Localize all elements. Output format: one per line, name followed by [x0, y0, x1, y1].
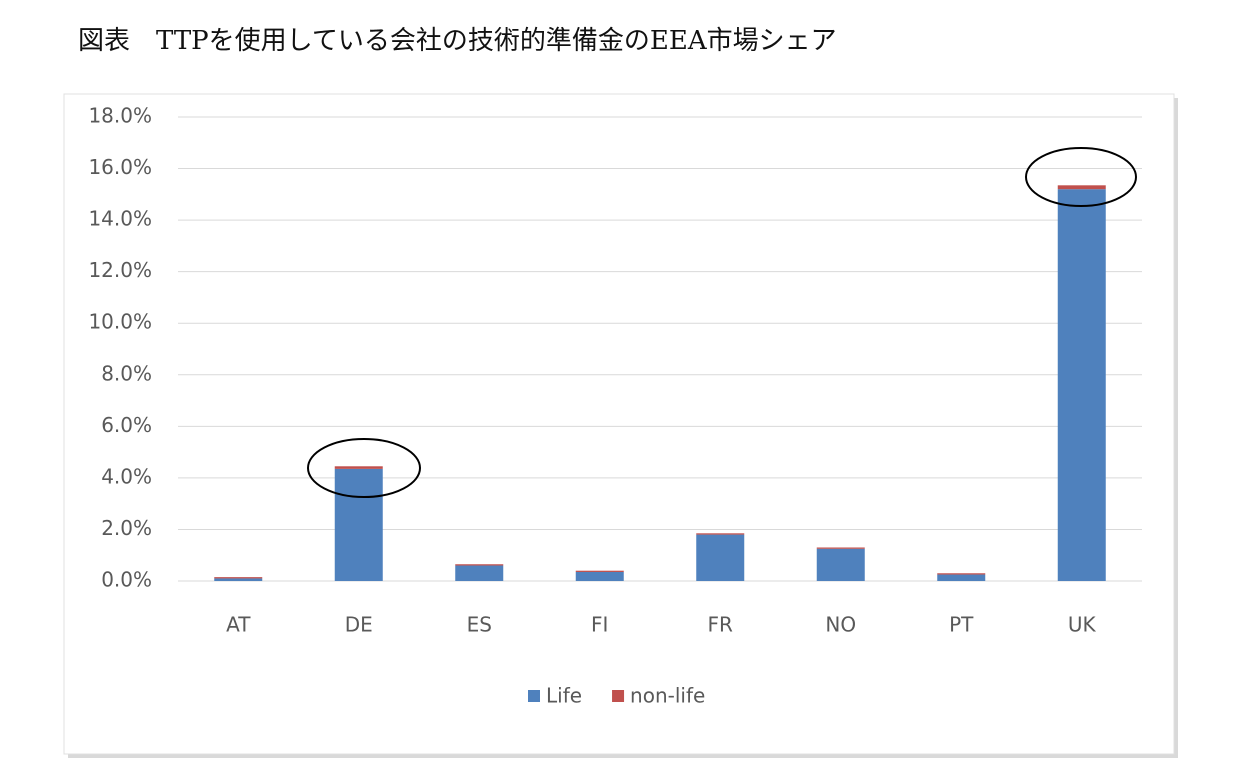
y-tick-label: 12.0%	[88, 258, 152, 282]
bar-segment	[1057, 185, 1106, 190]
x-tick-label: PT	[949, 613, 974, 637]
bar-segment	[455, 564, 504, 566]
bar-segment	[334, 466, 383, 469]
y-tick-label: 14.0%	[88, 207, 152, 231]
bar-segment	[1057, 189, 1106, 581]
x-tick-label: UK	[1068, 613, 1097, 637]
legend-label: Life	[546, 684, 582, 708]
legend-label: non-life	[630, 684, 705, 708]
bar-segment	[214, 578, 263, 581]
highlight-ellipse	[1025, 147, 1137, 207]
plot-area: 0.0% 2.0% 4.0% 6.0% 8.0% 10.0% 12.0% 14.0% 16.0%…	[88, 104, 1142, 708]
legend-swatch	[612, 690, 625, 702]
y-tick-label: 6.0%	[101, 413, 152, 437]
bar-segment	[937, 573, 986, 575]
highlight-ellipse	[307, 438, 421, 498]
chart-title: 図表 TTPを使用している会社の技術的準備金のEEA市場シェア	[78, 26, 837, 56]
y-tick-label: 8.0%	[101, 361, 152, 385]
bar-segment	[334, 468, 383, 581]
bar-segment	[816, 547, 865, 549]
bar-segment	[575, 570, 624, 572]
y-tick-label: 16.0%	[88, 155, 152, 179]
x-tick-label: AT	[226, 613, 251, 637]
x-tick-label: FR	[708, 613, 734, 637]
y-tick-label: 2.0%	[101, 516, 152, 540]
x-tick-label: ES	[467, 613, 492, 637]
y-tick-label: 18.0%	[88, 104, 152, 128]
y-tick-label: 0.0%	[101, 568, 152, 592]
bar-segment	[937, 574, 986, 581]
x-tick-label: NO	[825, 613, 856, 637]
x-tick-label: DE	[345, 613, 373, 637]
bar-segment	[696, 534, 745, 581]
bar-segment	[816, 548, 865, 581]
bar-segment	[455, 565, 504, 581]
bar-segment	[214, 577, 263, 579]
bar-segment	[696, 533, 745, 535]
chart-frame	[63, 93, 1175, 755]
legend-swatch	[528, 690, 540, 702]
bar-segment	[575, 571, 624, 581]
y-tick-label: 10.0%	[88, 310, 152, 334]
y-tick-label: 4.0%	[101, 464, 152, 488]
x-tick-label: FI	[591, 613, 608, 637]
